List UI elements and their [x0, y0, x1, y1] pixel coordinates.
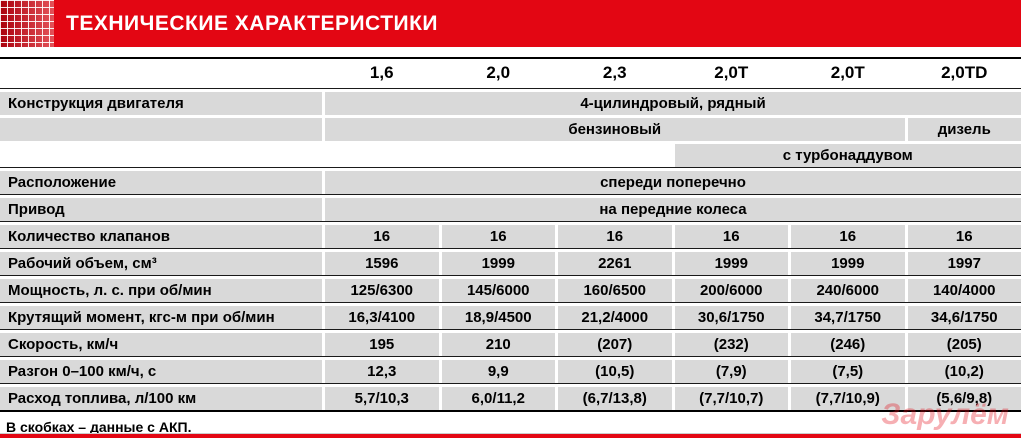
spec-value: 1596	[325, 252, 439, 275]
table-header-row: 1,6 2,0 2,3 2,0T 2,0T 2,0TD	[0, 59, 1021, 88]
spec-label: Количество клапанов	[0, 225, 322, 248]
checkered-grid-logo	[0, 0, 54, 47]
spec-value: 6,0/11,2	[441, 387, 555, 410]
corner-cell	[0, 61, 322, 85]
empty-cell	[325, 144, 672, 167]
spec-value: (10,2)	[907, 360, 1021, 383]
spec-value: 16	[441, 225, 555, 248]
table-row-drive: Привод на передние колеса	[0, 194, 1021, 221]
spec-value: (10,5)	[558, 360, 672, 383]
spec-value: 210	[441, 333, 555, 356]
spec-label: Конструкция двигателя	[0, 92, 322, 115]
value-diesel: дизель	[907, 118, 1021, 141]
spec-value: 145/6000	[441, 279, 555, 302]
footnote: В скобках – данные с АКП.	[6, 419, 192, 435]
spec-value: 16	[558, 225, 672, 248]
column-header-2-3: 2,3	[602, 63, 627, 82]
merged-value-petrol: бензиновый	[325, 118, 905, 141]
table-row-valves: Количество клапанов 16 16 16 16 16 16	[0, 221, 1021, 248]
spec-value: 1997	[907, 252, 1021, 275]
spec-value: (246)	[791, 333, 905, 356]
spec-value: 30,6/1750	[674, 306, 788, 329]
merged-value-turbo: с турбонаддувом	[674, 144, 1021, 167]
table-row-displacement: Рабочий объем, см³ 1596 1999 2261 1999 1…	[0, 248, 1021, 275]
spec-value: (205)	[907, 333, 1021, 356]
merged-value-drive: на передние колеса	[325, 198, 1021, 221]
spec-label: Рабочий объем, см³	[0, 252, 322, 275]
table-row-torque: Крутящий момент, кгс-м при об/мин 16,3/4…	[0, 302, 1021, 329]
merged-value-cylinders: 4-цилиндровый, рядный	[325, 92, 1021, 115]
bottom-red-strip	[0, 433, 1021, 438]
table-row-turbo: с турбонаддувом	[0, 141, 1021, 167]
spec-label: Крутящий момент, кгс-м при об/мин	[0, 306, 322, 329]
spec-label: Расположение	[0, 171, 322, 194]
spec-label: Мощность, л. с. при об/мин	[0, 279, 322, 302]
spec-value: 16	[674, 225, 788, 248]
spec-value: 140/4000	[907, 279, 1021, 302]
spec-label: Расход топлива, л/100 км	[0, 387, 322, 410]
spec-value: 1999	[441, 252, 555, 275]
spec-value: (7,5)	[791, 360, 905, 383]
table-row-layout: Расположение спереди поперечно	[0, 167, 1021, 194]
spec-label-empty	[0, 144, 322, 167]
table-row-fuel-consumption: Расход топлива, л/100 км 5,7/10,3 6,0/11…	[0, 383, 1021, 410]
spec-value: 125/6300	[325, 279, 439, 302]
spec-value: 9,9	[441, 360, 555, 383]
spec-value: (7,9)	[674, 360, 788, 383]
spec-value: 34,7/1750	[791, 306, 905, 329]
spec-value: (207)	[558, 333, 672, 356]
column-header-2-0t-b: 2,0T	[830, 63, 865, 82]
spec-value: 16	[907, 225, 1021, 248]
spec-value: 5,7/10,3	[325, 387, 439, 410]
spec-value: 16,3/4100	[325, 306, 439, 329]
spec-value: 18,9/4500	[441, 306, 555, 329]
spec-value: 34,6/1750	[907, 306, 1021, 329]
spec-value: (232)	[674, 333, 788, 356]
spec-value: (6,7/13,8)	[558, 387, 672, 410]
page-title: ТЕХНИЧЕСКИЕ ХАРАКТЕРИСТИКИ	[66, 11, 439, 35]
title-banner: ТЕХНИЧЕСКИЕ ХАРАКТЕРИСТИКИ	[0, 0, 1021, 47]
table-row-acceleration: Разгон 0–100 км/ч, с 12,3 9,9 (10,5) (7,…	[0, 356, 1021, 383]
table-row-speed: Скорость, км/ч 195 210 (207) (232) (246)…	[0, 329, 1021, 356]
spec-value: (7,7/10,7)	[674, 387, 788, 410]
column-header-2-0td: 2,0TD	[941, 63, 988, 82]
spec-label: Разгон 0–100 км/ч, с	[0, 360, 322, 383]
spec-label-empty	[0, 118, 322, 141]
spec-value: 160/6500	[558, 279, 672, 302]
spec-value: 195	[325, 333, 439, 356]
spec-value: 16	[791, 225, 905, 248]
table-row-power: Мощность, л. с. при об/мин 125/6300 145/…	[0, 275, 1021, 302]
spec-value: 2261	[558, 252, 672, 275]
spec-label: Скорость, км/ч	[0, 333, 322, 356]
table-row-fuel-type: бензиновый дизель	[0, 115, 1021, 141]
spec-value: 16	[325, 225, 439, 248]
column-header-1-6: 1,6	[369, 63, 394, 82]
spec-value: 12,3	[325, 360, 439, 383]
column-header-2-0t-a: 2,0T	[714, 63, 749, 82]
column-header-2-0: 2,0	[486, 63, 511, 82]
merged-value-layout: спереди поперечно	[325, 171, 1021, 194]
spec-value: 240/6000	[791, 279, 905, 302]
spec-value: 200/6000	[674, 279, 788, 302]
table-row-engine-construction: Конструкция двигателя 4-цилиндровый, ряд…	[0, 88, 1021, 115]
spec-label: Привод	[0, 198, 322, 221]
spec-value: 21,2/4000	[558, 306, 672, 329]
spec-table: 1,6 2,0 2,3 2,0T 2,0T 2,0TD Конструкция …	[0, 57, 1021, 412]
spec-value: 1999	[674, 252, 788, 275]
spec-value: (7,7/10,9)	[791, 387, 905, 410]
spec-value: (5,6/9,8)	[907, 387, 1021, 410]
spec-value: 1999	[791, 252, 905, 275]
